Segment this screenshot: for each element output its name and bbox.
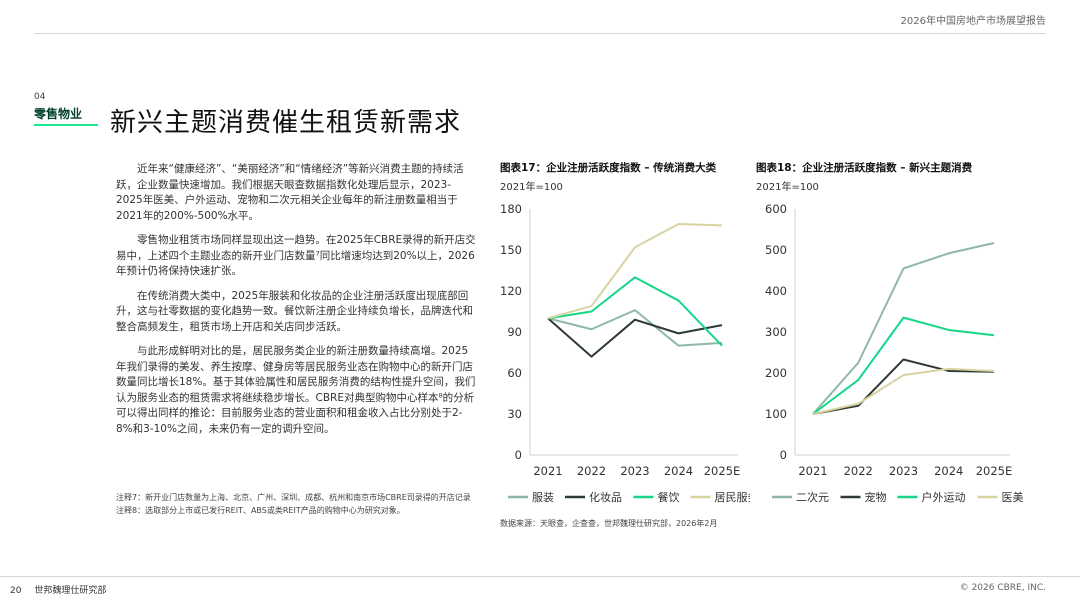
legend-label: 宠物 (865, 490, 887, 504)
y-tick-label: 400 (765, 284, 787, 298)
footnote-7: 注释7：新开业门店数量为上海、北京、广州、深圳、成都、杭州和南京市场CBRE司录… (116, 493, 471, 502)
legend-label: 化妆品 (589, 490, 622, 504)
section-name: 零售物业 (34, 107, 83, 121)
y-tick-label: 600 (765, 202, 787, 216)
section-accent-line (34, 124, 98, 126)
x-tick-label: 2021 (533, 464, 562, 478)
legend-label: 居民服务 (715, 491, 751, 504)
y-tick-label: 500 (765, 243, 787, 257)
y-tick-label: 0 (780, 448, 787, 462)
series-line-3 (547, 223, 723, 320)
series-line-2 (812, 316, 995, 415)
section-number: 04 (34, 92, 46, 102)
header-divider (34, 33, 1046, 34)
y-tick-label: 180 (500, 202, 522, 216)
data-source: 数据来源：天眼查，企查查，世邦魏理仕研究部，2026年2月 (500, 519, 718, 528)
y-tick-label: 90 (507, 325, 522, 339)
chart-18-title: 图表18：企业注册活跃度指数 – 新兴主题消费 (756, 162, 973, 174)
x-tick-label: 2024 (664, 464, 693, 478)
report-title: 2026年中国房地产市场展望报告 (900, 16, 1046, 27)
x-tick-label: 2021 (798, 464, 827, 478)
x-tick-label: 2023 (620, 464, 649, 478)
y-tick-label: 100 (765, 407, 787, 421)
series-line-2 (547, 276, 723, 347)
series-line-1 (812, 358, 995, 415)
series-line-3 (812, 367, 995, 415)
y-tick-label: 300 (765, 325, 787, 339)
x-tick-label: 2025E (976, 464, 1013, 478)
chart-18: 0 100 200 300 400 500 600 2021 2022 2023 2024 2025E… (765, 202, 1024, 504)
paragraph-1: 近年来“健康经济”、“美丽经济”和“情绪经济”等新兴消费主题的持续活跃，企业数量… (116, 163, 464, 222)
paragraph-2: 零售物业租赁市场同样显现出这一趋势。在2025年CBRE录得的新开店交易中，上述… (116, 234, 476, 277)
series-line-0 (547, 309, 723, 347)
page-number: 20 (10, 586, 22, 596)
footnotes: 注释7：新开业门店数量为上海、北京、广州、深圳、成都、杭州和南京市场CBRE司录… (116, 492, 476, 517)
x-tick-label: 2022 (844, 464, 873, 478)
legend-label: 服装 (532, 491, 554, 504)
copyright: © 2026 CBRE, INC. (959, 583, 1046, 593)
chart-18-subtitle: 2021年=100 (756, 182, 819, 193)
series-line-1 (547, 317, 723, 358)
x-tick-label: 2024 (934, 464, 963, 478)
series-line-0 (812, 242, 995, 415)
footer-left: 20 世邦魏理仕研究部 (10, 583, 116, 596)
paragraph-4: 与此形成鲜明对比的是，居民服务类企业的新注册数量持续高增。2025年我们录得的美… (116, 345, 476, 435)
x-tick-label: 2025E (704, 464, 741, 478)
y-tick-label: 120 (500, 284, 522, 298)
paragraph-3: 在传统消费大类中，2025年服装和化妆品的企业注册活跃度出现底部回升，这与社零数… (116, 289, 473, 333)
y-tick-label: 30 (507, 407, 522, 421)
legend-label: 医美 (1002, 491, 1024, 504)
y-tick-label: 150 (500, 243, 522, 257)
body-text: 近年来“健康经济”、“美丽经济”和“情绪经济”等新兴消费主题的持续活跃，企业数量… (116, 162, 476, 446)
legend-label: 二次元 (796, 490, 829, 504)
chart-17-subtitle: 2021年=100 (500, 182, 563, 193)
chart-17-title: 图表17：企业注册活跃度指数 – 传统消费大类 (500, 162, 717, 174)
page-title: 新兴主题消费催生租赁新需求 (110, 108, 462, 138)
x-tick-label: 2023 (889, 464, 918, 478)
y-tick-label: 0 (515, 448, 522, 462)
x-tick-label: 2022 (577, 464, 606, 478)
y-tick-label: 60 (507, 366, 522, 380)
chart-17: 0 30 60 90 120 150 180 2021 2022 2023 2024 2025E 服装 化… (500, 202, 751, 504)
y-tick-label: 200 (765, 366, 787, 380)
legend-label: 户外运动 (922, 490, 966, 504)
footnote-8: 注释8：选取部分上市或已发行REIT、ABS或类REIT产品的购物中心为研究对象… (116, 505, 405, 515)
footer-org: 世邦魏理仕研究部 (34, 586, 107, 596)
legend-label: 餐饮 (658, 490, 680, 504)
footer-divider (0, 576, 1080, 577)
